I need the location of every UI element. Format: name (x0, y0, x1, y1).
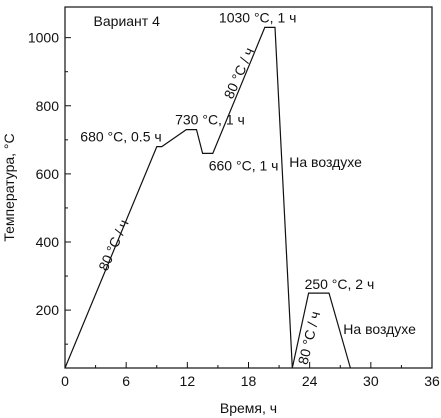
y-axis-ticks: 200 400 600 800 1000 (28, 30, 71, 345)
x-tick-label: 18 (241, 373, 257, 389)
y-tick-label: 1000 (28, 30, 59, 46)
x-tick-label: 0 (61, 373, 69, 389)
x-tick-label: 30 (363, 373, 379, 389)
x-axis-ticks: 0 6 12 18 24 30 36 (61, 362, 440, 389)
annotation-ramp2: 80 °C / ч (221, 45, 258, 101)
annotation-hold730: 730 °C, 1 ч (175, 111, 245, 127)
annotation-air2: На воздухе (343, 321, 416, 337)
x-tick-label: 6 (122, 373, 130, 389)
y-tick-label: 600 (36, 166, 60, 182)
x-axis-title: Время, ч (220, 400, 277, 416)
heat-treatment-curve (64, 26, 351, 369)
annotation-hold1030: 1030 °C, 1 ч (219, 9, 296, 25)
annotation-hold250: 250 °C, 2 ч (305, 276, 375, 292)
y-tick-label: 200 (36, 302, 60, 318)
x-tick-label: 36 (424, 373, 440, 389)
x-tick-label: 24 (302, 373, 318, 389)
annotations: Вариант 4 80 °C / ч 680 °C, 0.5 ч 730 °C, 1… (80, 9, 416, 366)
plot-frame (64, 6, 433, 369)
annotation-hold660: 660 °C, 1 ч (209, 157, 279, 173)
annotation-variant: Вариант 4 (94, 13, 161, 29)
y-tick-label: 800 (36, 98, 60, 114)
y-tick-label: 400 (36, 234, 60, 250)
annotation-air1: На воздухе (289, 154, 362, 170)
y-axis-title: Температура, °C (1, 133, 17, 241)
annotation-hold680: 680 °C, 0.5 ч (80, 129, 161, 145)
x-tick-label: 12 (180, 373, 196, 389)
annotation-ramp1: 80 °C / ч (95, 217, 132, 273)
